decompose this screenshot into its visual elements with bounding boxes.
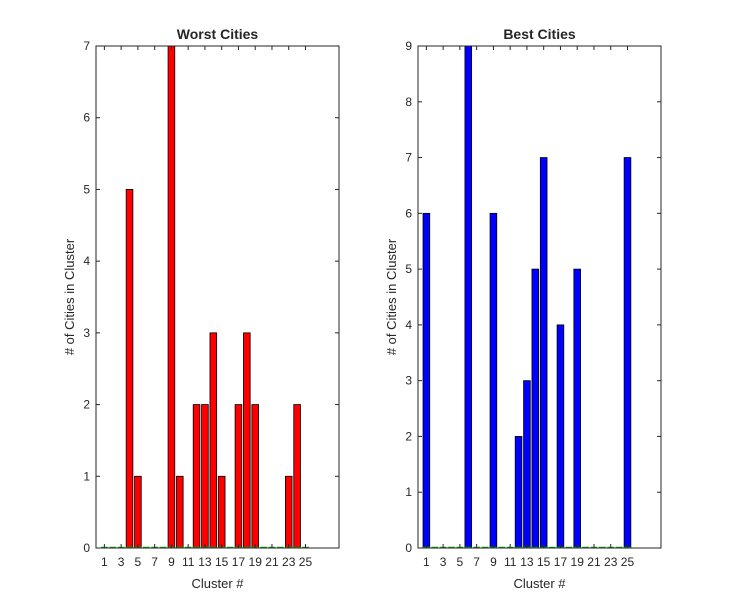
x-tick-label: 3 <box>440 555 447 569</box>
y-tick-label: 4 <box>83 254 90 268</box>
bar <box>192 404 201 549</box>
bar <box>489 212 498 549</box>
y-tick-label: 7 <box>83 39 90 53</box>
bar <box>234 404 243 549</box>
y-tick-label: 8 <box>405 95 412 109</box>
x-tick-label: 7 <box>151 555 158 569</box>
y-tick-label: 2 <box>405 429 412 443</box>
x-tick-label: 9 <box>490 555 497 569</box>
bar <box>217 475 226 549</box>
x-axis-label: Cluster # <box>191 576 244 591</box>
bar <box>623 157 632 549</box>
y-tick-label: 3 <box>83 326 90 340</box>
chart-title: Worst Cities <box>177 26 259 42</box>
bar <box>167 45 176 549</box>
y-tick-label: 4 <box>405 318 412 332</box>
x-tick-label: 21 <box>265 555 279 569</box>
x-tick-label: 21 <box>587 555 601 569</box>
x-tick-label: 11 <box>504 555 517 569</box>
x-tick-label: 1 <box>423 555 430 569</box>
x-tick-label: 15 <box>215 555 229 569</box>
x-tick-label: 7 <box>473 555 480 569</box>
bar <box>293 404 301 549</box>
y-tick-label: 6 <box>83 111 90 125</box>
y-tick-label: 5 <box>83 182 90 196</box>
axes-box <box>95 45 340 549</box>
x-tick-label: 13 <box>198 555 212 569</box>
y-axis-label: # of Cities in Cluster <box>62 238 77 355</box>
x-tick-label: 5 <box>457 555 464 569</box>
y-tick-label: 0 <box>405 541 412 555</box>
bar <box>464 45 473 549</box>
y-axis-label: # of Cities in Cluster <box>384 238 399 355</box>
bar <box>201 404 209 549</box>
bar <box>531 268 540 549</box>
y-tick-label: 6 <box>405 206 412 220</box>
y-tick-label: 7 <box>405 151 412 165</box>
bar <box>243 332 251 549</box>
y-tick-label: 9 <box>405 39 412 53</box>
bar <box>514 436 523 549</box>
x-tick-label: 19 <box>571 555 585 569</box>
x-tick-label: 13 <box>520 555 534 569</box>
x-tick-label: 25 <box>621 555 635 569</box>
x-tick-label: 15 <box>537 555 551 569</box>
x-tick-label: 19 <box>249 555 263 569</box>
bar <box>251 404 259 549</box>
x-tick-label: 23 <box>282 555 296 569</box>
bar <box>523 380 531 549</box>
x-tick-label: 11 <box>182 555 195 569</box>
bar <box>422 212 431 549</box>
x-tick-label: 17 <box>232 555 246 569</box>
bar <box>556 324 565 549</box>
y-tick-label: 0 <box>83 541 90 555</box>
bar <box>134 475 142 549</box>
bar <box>573 268 581 549</box>
bar <box>539 157 548 549</box>
x-tick-label: 25 <box>299 555 313 569</box>
y-tick-label: 5 <box>405 262 412 276</box>
chart-title: Best Cities <box>503 26 576 42</box>
y-tick-label: 3 <box>405 374 412 388</box>
y-tick-label: 1 <box>83 469 90 483</box>
x-tick-label: 23 <box>604 555 618 569</box>
bar <box>209 332 218 549</box>
bar <box>125 189 134 549</box>
worst-cities-chart: Worst Cities Cluster # # of Cities in Cl… <box>62 26 340 591</box>
bar <box>176 475 184 549</box>
axes-box <box>417 45 662 549</box>
bar <box>284 475 293 549</box>
x-tick-label: 17 <box>554 555 568 569</box>
y-tick-label: 1 <box>405 485 412 499</box>
x-tick-label: 1 <box>101 555 108 569</box>
y-tick-label: 2 <box>83 398 90 412</box>
x-tick-label: 9 <box>168 555 175 569</box>
best-cities-chart: Best Cities Cluster # # of Cities in Clu… <box>384 26 662 591</box>
x-axis-label: Cluster # <box>513 576 566 591</box>
x-tick-label: 3 <box>118 555 125 569</box>
x-tick-label: 5 <box>135 555 142 569</box>
